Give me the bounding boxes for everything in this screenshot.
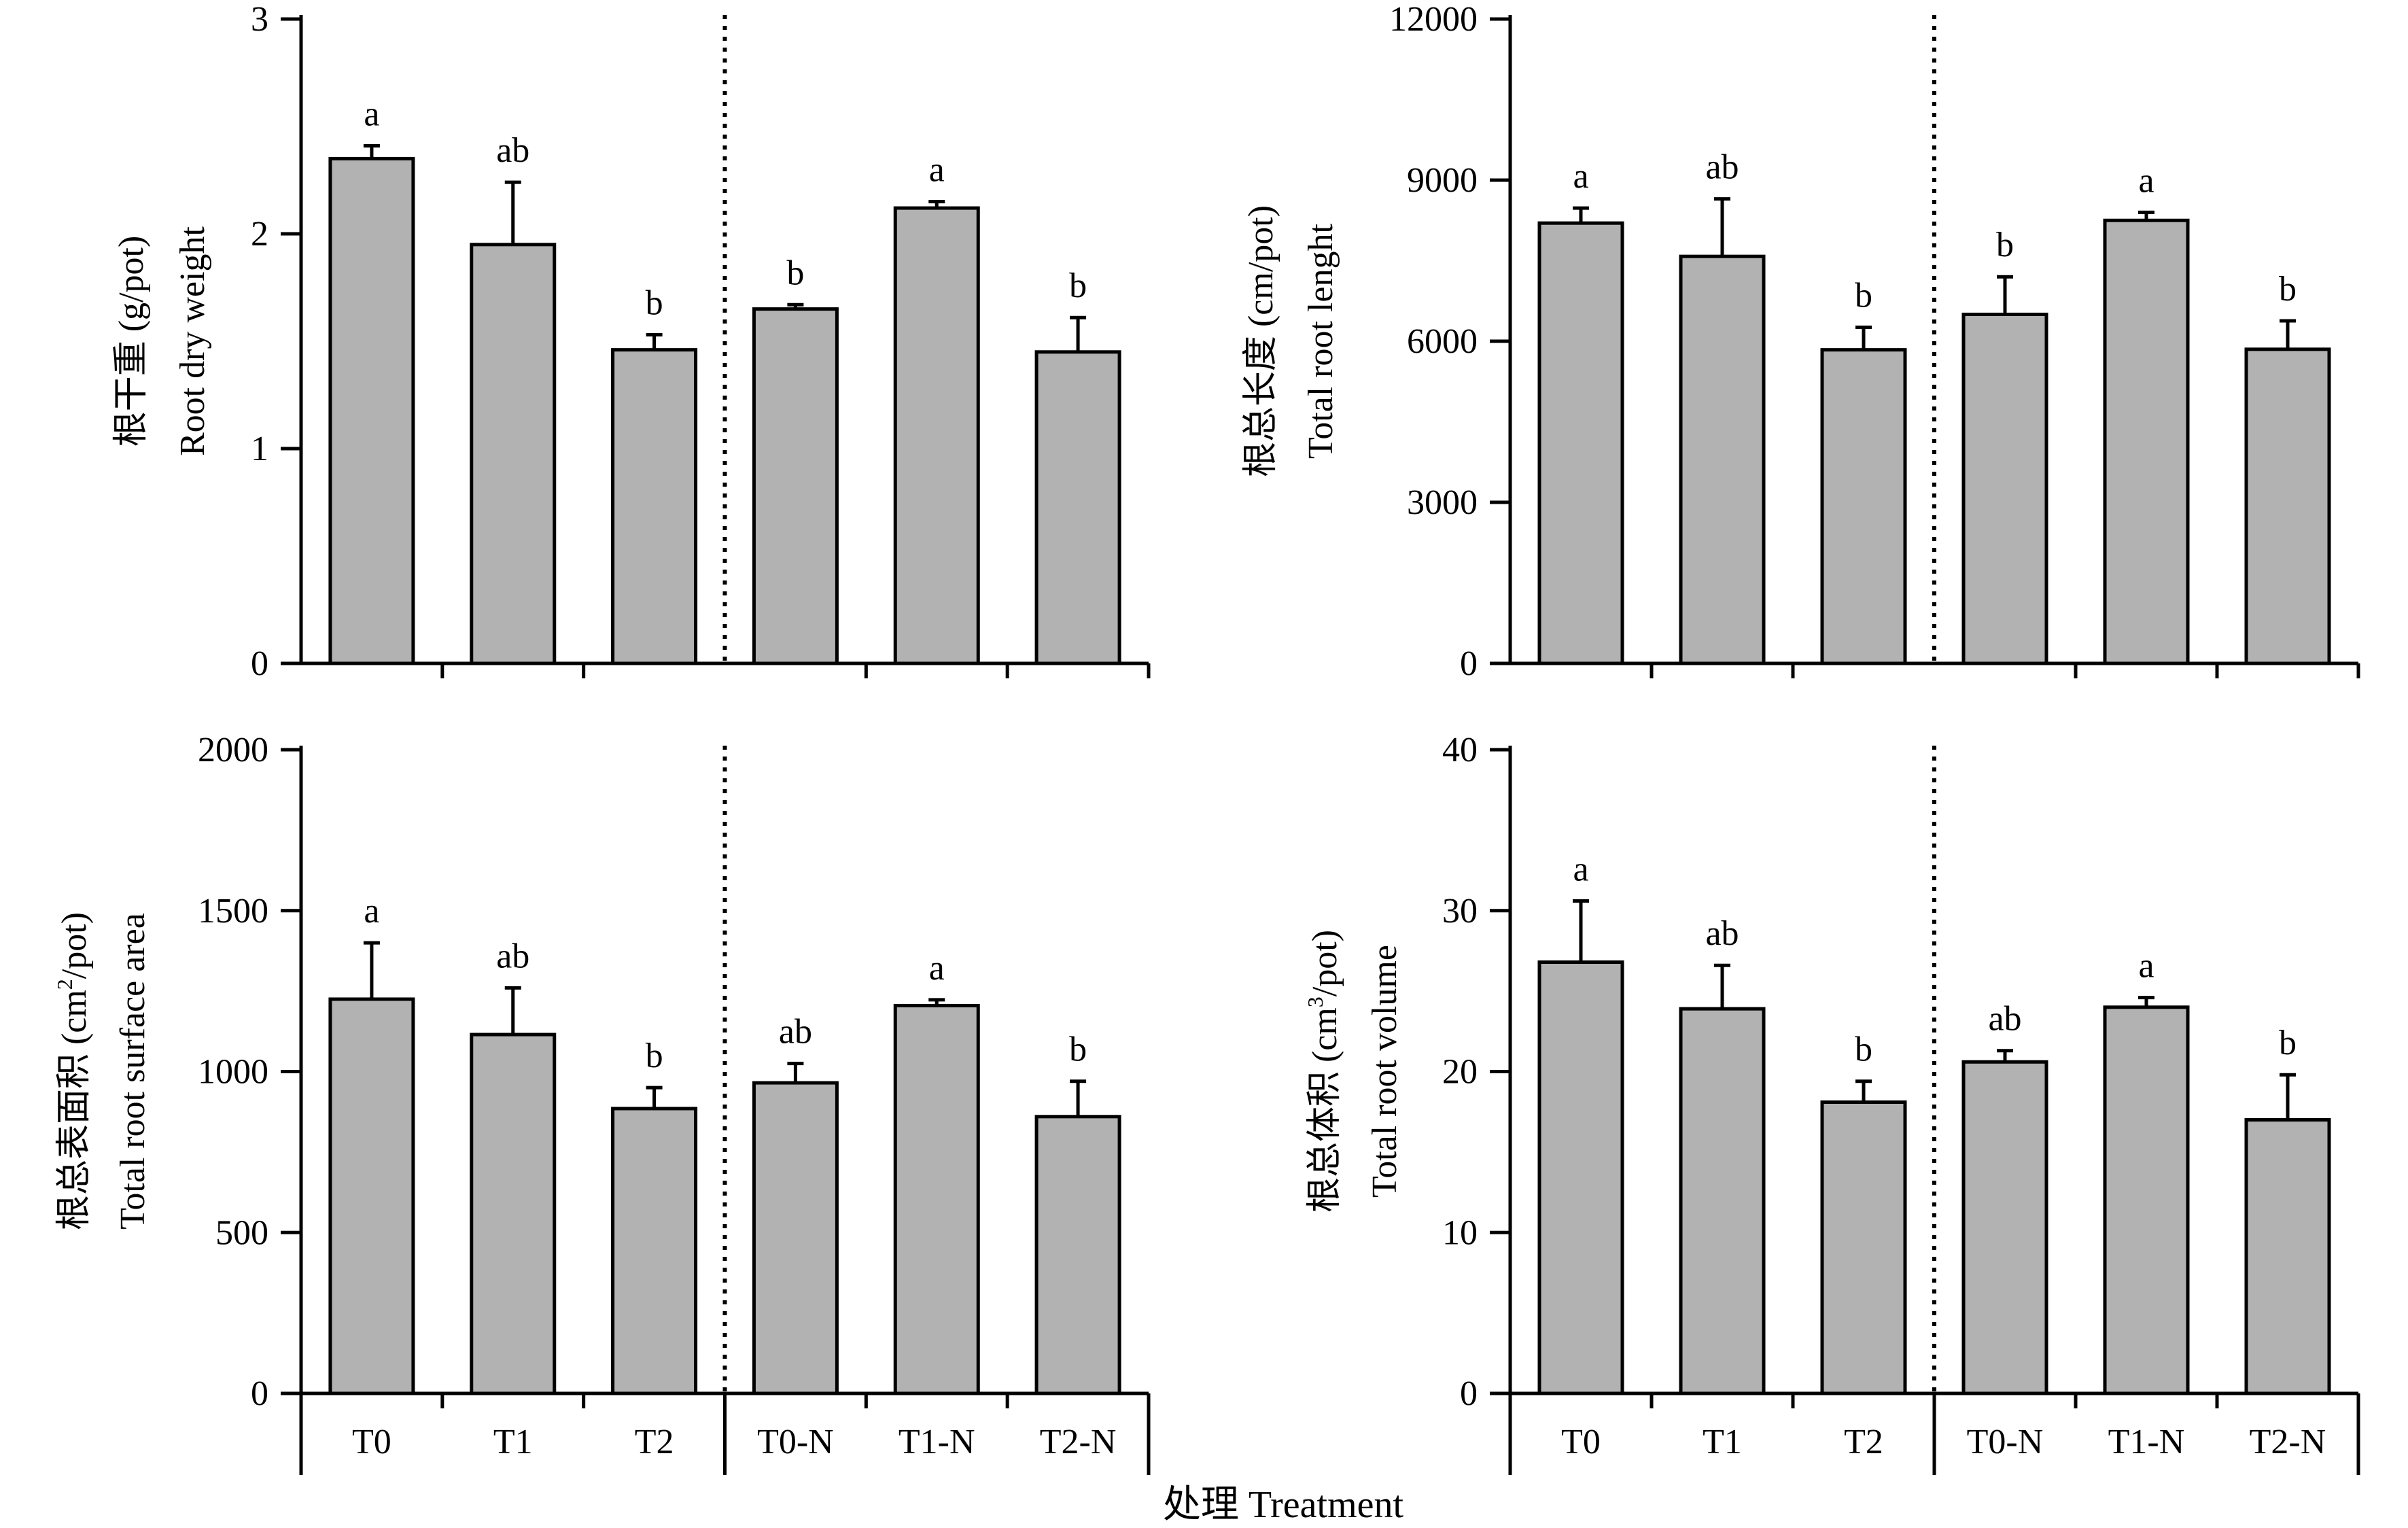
y-tick-label: 0 xyxy=(1460,644,1478,683)
y-tick-label: 6000 xyxy=(1407,322,1478,361)
y-tick-label: 2000 xyxy=(198,731,268,769)
x-category-label: T1-N xyxy=(2108,1423,2185,1461)
y-axis-label-en: Root dry weight xyxy=(173,226,212,456)
bar-t1-n xyxy=(893,1003,980,1395)
significance-label: a xyxy=(364,892,379,931)
significance-label: b xyxy=(1855,276,1872,315)
bar-t2-n xyxy=(1034,1115,1121,1395)
bar-t1 xyxy=(1679,1007,1766,1395)
bar-t2 xyxy=(611,348,698,665)
significance-label: b xyxy=(2279,1024,2297,1062)
significance-label: b xyxy=(1069,1030,1087,1069)
significance-label: ab xyxy=(1705,914,1739,953)
y-tick-label: 0 xyxy=(251,1374,268,1413)
x-category-label: T1 xyxy=(493,1423,533,1461)
bar-t1-n xyxy=(893,206,980,665)
bar-t0 xyxy=(328,156,415,665)
bar-t0 xyxy=(1537,221,1624,665)
y-tick-label: 3 xyxy=(251,0,268,39)
x-category-label: T0-N xyxy=(757,1423,834,1461)
significance-label: ab xyxy=(1988,1000,2021,1039)
significance-label: b xyxy=(786,254,804,292)
x-category-label: T2 xyxy=(1844,1423,1883,1461)
y-axis-label-en: Total root volume xyxy=(1365,945,1404,1198)
bar-t0 xyxy=(328,997,415,1395)
significance-label: ab xyxy=(779,1013,812,1052)
bar-t1 xyxy=(470,243,557,665)
x-category-label: T2-N xyxy=(2250,1423,2326,1461)
x-category-label: T1-N xyxy=(898,1423,975,1461)
bar-t2 xyxy=(1820,348,1907,665)
x-category-label: T1 xyxy=(1703,1423,1742,1461)
significance-label: b xyxy=(1069,266,1087,305)
significance-label: a xyxy=(929,949,945,988)
significance-label: ab xyxy=(1705,148,1739,187)
y-tick-label: 500 xyxy=(215,1213,268,1252)
y-tick-label: 40 xyxy=(1442,731,1478,769)
y-tick-label: 0 xyxy=(251,644,268,683)
significance-label: b xyxy=(1996,226,2014,264)
x-category-label: T0-N xyxy=(1967,1423,2044,1461)
significance-label: b xyxy=(2279,270,2297,309)
bar-t1-n xyxy=(2103,218,2190,665)
x-axis-label: 处理 Treatment xyxy=(1163,1484,1404,1526)
y-tick-label: 10 xyxy=(1442,1213,1478,1252)
bar-t1 xyxy=(470,1032,557,1395)
y-axis-label-en: Total root surface area xyxy=(114,913,152,1230)
x-category-label: T2-N xyxy=(1040,1423,1117,1461)
y-axis-label-cn: 根总体积 (cm3/pot) xyxy=(1303,930,1344,1213)
significance-label: b xyxy=(646,1037,663,1075)
bar-t0-n xyxy=(752,307,839,665)
y-tick-label: 1500 xyxy=(198,892,268,931)
bar-t1 xyxy=(1679,254,1766,665)
y-tick-label: 20 xyxy=(1442,1053,1478,1092)
y-axis-label-cn: 根总表面积 (cm2/pot) xyxy=(52,912,94,1230)
significance-label: ab xyxy=(496,131,529,170)
bar-t2-n xyxy=(2244,347,2331,665)
y-tick-label: 1 xyxy=(251,430,268,468)
significance-label: ab xyxy=(496,937,529,975)
y-tick-label: 9000 xyxy=(1407,161,1478,200)
x-category-label: T0 xyxy=(352,1423,391,1461)
significance-label: a xyxy=(2138,947,2154,986)
significance-label: a xyxy=(1573,157,1588,196)
bar-t0 xyxy=(1537,960,1624,1395)
bar-t2-n xyxy=(2244,1118,2331,1395)
significance-label: a xyxy=(929,151,945,190)
bar-t0-n xyxy=(1961,313,2048,665)
bar-t0-n xyxy=(752,1081,839,1395)
bar-t1-n xyxy=(2103,1005,2190,1395)
significance-label: b xyxy=(646,284,663,323)
y-axis-label-cn: 根干重 (g/pot) xyxy=(112,236,151,447)
y-tick-label: 0 xyxy=(1460,1374,1478,1413)
bar-t2-n xyxy=(1034,350,1121,665)
x-category-label: T0 xyxy=(1561,1423,1601,1461)
y-axis-label-cn: 根总长度 (cm/pot) xyxy=(1242,205,1280,477)
bar-t0-n xyxy=(1961,1060,2048,1395)
y-tick-label: 1000 xyxy=(198,1053,268,1092)
x-category-label: T2 xyxy=(635,1423,674,1461)
significance-label: b xyxy=(1855,1030,1872,1069)
y-tick-label: 3000 xyxy=(1407,483,1478,522)
significance-label: a xyxy=(1573,850,1588,889)
y-tick-label: 12000 xyxy=(1389,0,1478,39)
y-tick-label: 30 xyxy=(1442,892,1478,931)
y-tick-label: 2 xyxy=(251,215,268,254)
significance-label: a xyxy=(364,94,379,133)
bar-t2 xyxy=(1820,1100,1907,1395)
bar-t2 xyxy=(611,1107,698,1395)
significance-label: a xyxy=(2138,161,2154,200)
y-axis-label-en: Total root lenght xyxy=(1302,224,1340,459)
